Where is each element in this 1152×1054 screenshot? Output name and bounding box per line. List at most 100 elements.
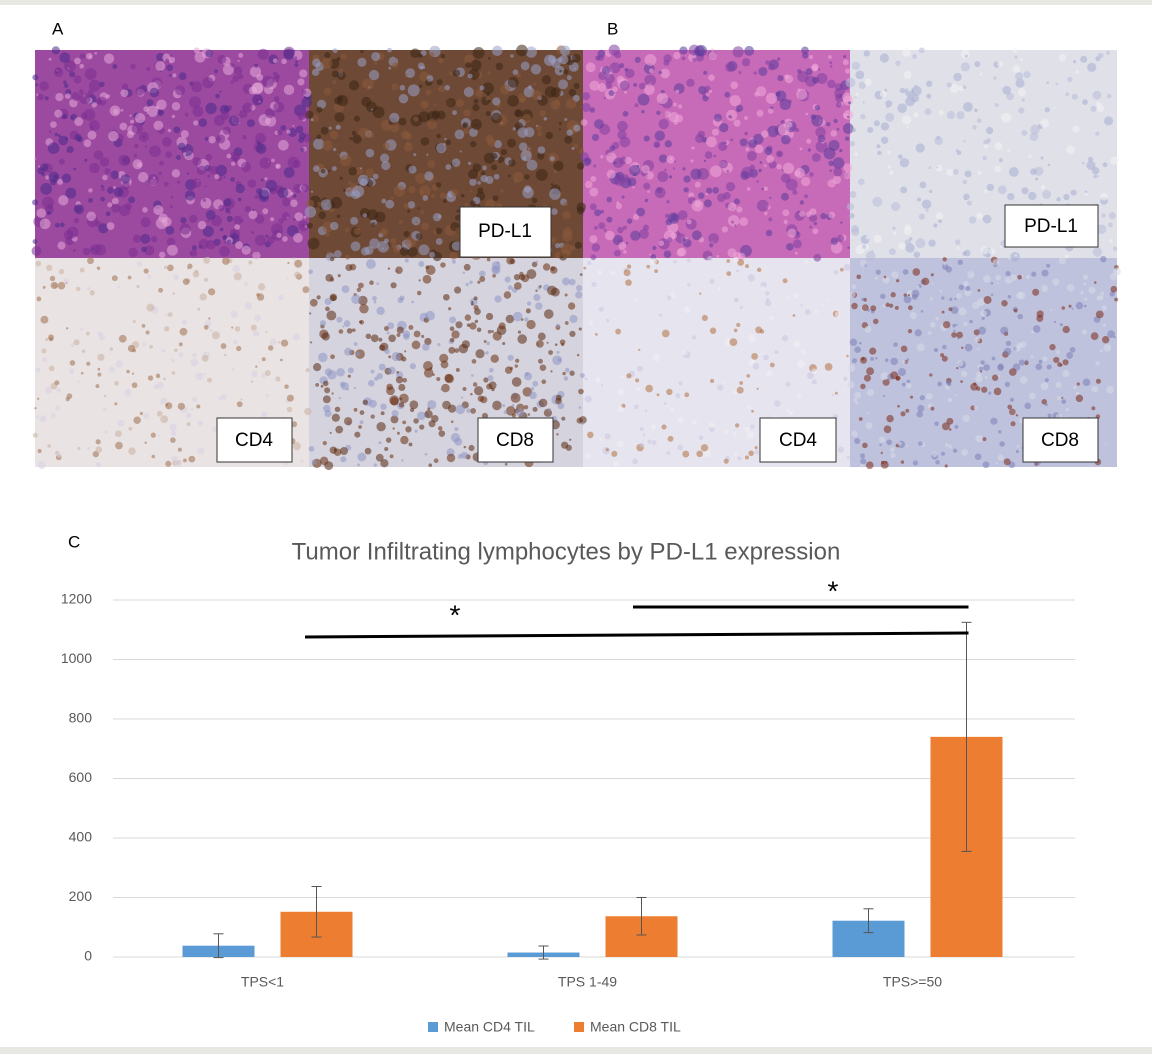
texture [172,73,176,77]
texture [551,208,558,215]
texture [287,407,293,413]
texture [88,188,92,192]
texture [669,175,672,178]
texture [404,350,406,352]
texture [587,261,591,265]
texture [175,85,185,95]
texture [963,180,968,185]
texture [87,447,90,450]
texture [975,435,982,442]
texture [944,263,947,266]
texture [35,367,40,372]
texture [906,126,909,129]
texture [311,118,314,121]
texture [1063,194,1069,200]
texture [474,296,478,300]
texture [695,45,707,57]
texture [145,145,147,147]
texture [594,226,598,230]
texture [56,452,61,457]
texture [1008,295,1012,299]
texture [143,106,149,112]
texture [957,247,960,250]
texture [513,312,523,322]
texture [984,189,988,193]
texture [736,206,742,212]
x-tick-label: TPS>=50 [883,974,942,990]
texture [1009,409,1016,416]
texture [284,384,288,388]
texture [261,411,267,417]
texture [377,373,383,379]
texture [885,461,887,463]
texture [136,285,139,288]
texture [255,133,266,144]
texture [844,264,851,271]
texture [325,233,329,237]
texture [332,414,340,422]
texture [597,270,602,275]
texture [384,238,389,243]
texture [236,346,241,351]
texture [768,108,774,114]
texture [984,144,989,149]
texture [1035,178,1038,181]
texture [668,436,674,442]
texture [862,443,868,449]
texture [1006,341,1011,346]
texture [197,448,204,455]
texture [905,224,911,230]
texture [248,210,257,219]
tile-label: PD-L1 [478,221,532,242]
texture [728,215,739,226]
texture [736,105,743,112]
texture [486,111,491,116]
texture [129,427,133,431]
texture [561,249,570,258]
texture [480,85,485,90]
texture [374,463,377,466]
texture [845,136,849,140]
texture [965,55,968,58]
texture [410,408,414,412]
texture [309,446,315,452]
texture [657,93,668,104]
texture [876,269,881,274]
texture [456,368,460,372]
texture [962,415,969,422]
texture [315,383,319,387]
texture [829,169,831,171]
texture [234,66,243,75]
texture [561,417,565,421]
texture [512,377,522,387]
texture [997,282,999,284]
texture [233,340,238,345]
texture [515,364,518,367]
texture [451,421,454,424]
texture [183,278,190,285]
texture [439,430,445,436]
texture [286,130,290,134]
texture [806,139,811,144]
texture [32,74,38,80]
texture [444,138,447,141]
texture [397,432,400,435]
texture [67,393,73,399]
top-border [0,0,1152,5]
texture [764,212,768,216]
texture [491,153,497,159]
texture [1092,167,1100,175]
texture [472,104,479,111]
texture [65,137,68,140]
texture [696,450,703,457]
texture [704,199,712,207]
texture [1056,382,1062,388]
texture [546,132,553,139]
texture [438,426,443,431]
texture [634,173,637,176]
texture [128,345,135,352]
texture [407,210,410,213]
texture [526,308,531,313]
texture [889,248,896,255]
texture [590,203,597,210]
